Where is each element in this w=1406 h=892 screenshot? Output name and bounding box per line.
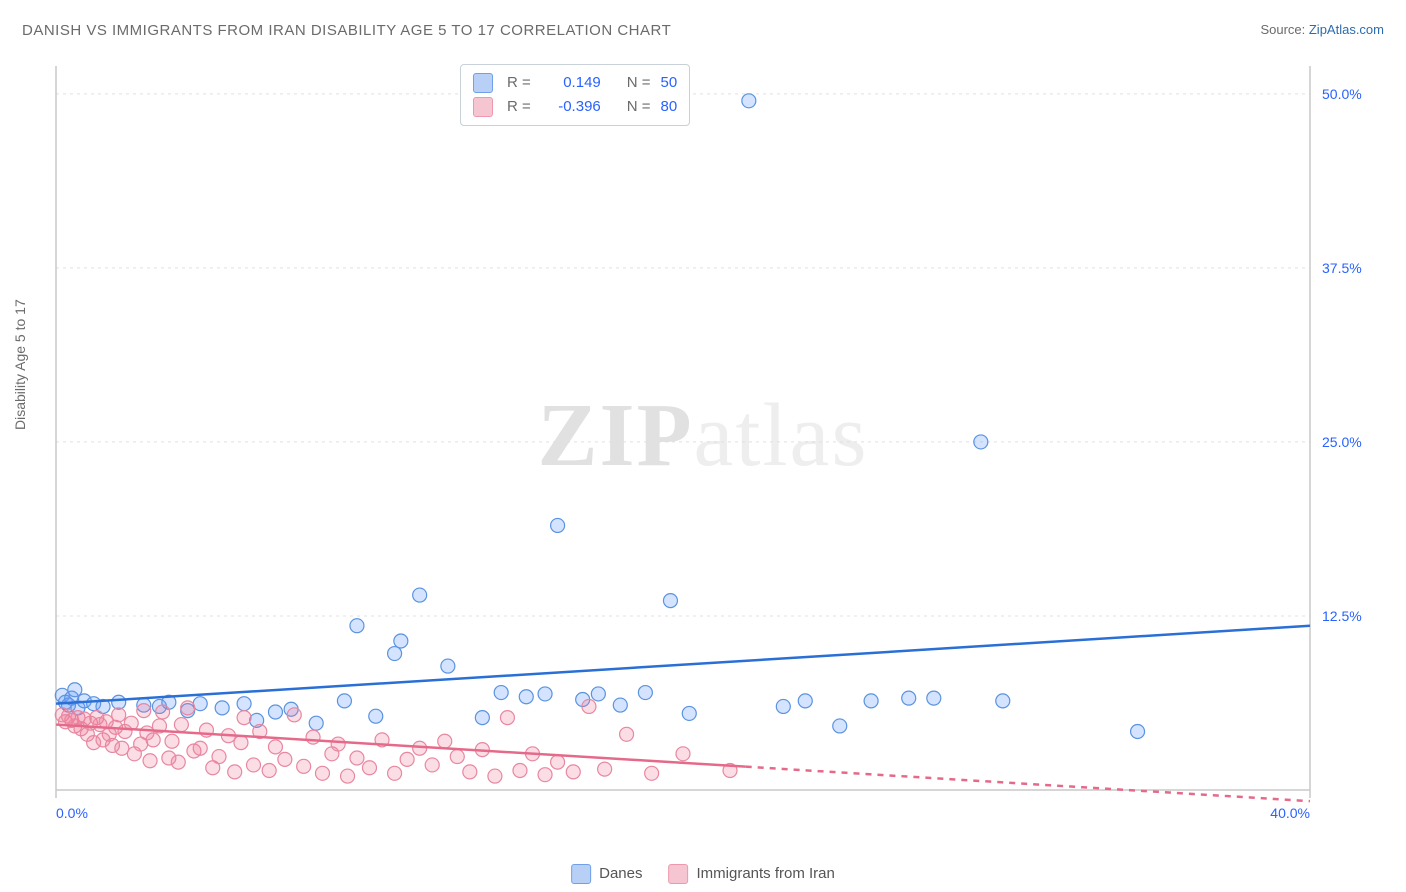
r-value: 0.149 <box>541 71 601 95</box>
correlation-legend-row: R = 0.149 N = 50 <box>473 71 677 95</box>
n-label: N = <box>627 95 651 119</box>
source-attribution: Source: ZipAtlas.com <box>1260 22 1384 37</box>
y-tick-label: 37.5% <box>1322 260 1362 276</box>
r-label: R = <box>507 71 531 95</box>
legend-swatch <box>473 73 493 93</box>
x-tick-label: 40.0% <box>1270 805 1310 821</box>
correlation-legend: R = 0.149 N = 50 R = -0.396 N = 80 <box>460 64 690 126</box>
series-legend: Danes Immigrants from Iran <box>571 864 835 884</box>
series-legend-label: Danes <box>599 865 642 882</box>
y-tick-label: 12.5% <box>1322 608 1362 624</box>
source-link[interactable]: ZipAtlas.com <box>1309 22 1384 37</box>
legend-swatch <box>571 864 591 884</box>
n-value: 80 <box>661 95 678 119</box>
series-legend-item: Immigrants from Iran <box>668 864 834 884</box>
legend-swatch <box>473 97 493 117</box>
series-legend-item: Danes <box>571 864 642 884</box>
n-value: 50 <box>661 71 678 95</box>
x-tick-label: 0.0% <box>56 805 88 821</box>
y-tick-label: 50.0% <box>1322 86 1362 102</box>
legend-swatch <box>668 864 688 884</box>
scatter-plot: 12.5% 25.0% 37.5% 50.0% 0.0% 40.0% <box>50 60 1380 830</box>
y-axis-label: Disability Age 5 to 17 <box>12 299 28 430</box>
y-tick-label: 25.0% <box>1322 434 1362 450</box>
r-value: -0.396 <box>541 95 601 119</box>
r-label: R = <box>507 95 531 119</box>
correlation-legend-row: R = -0.396 N = 80 <box>473 95 677 119</box>
n-label: N = <box>627 71 651 95</box>
chart-title: DANISH VS IMMIGRANTS FROM IRAN DISABILIT… <box>22 22 671 39</box>
series-legend-label: Immigrants from Iran <box>696 865 834 882</box>
source-prefix: Source: <box>1260 22 1308 37</box>
